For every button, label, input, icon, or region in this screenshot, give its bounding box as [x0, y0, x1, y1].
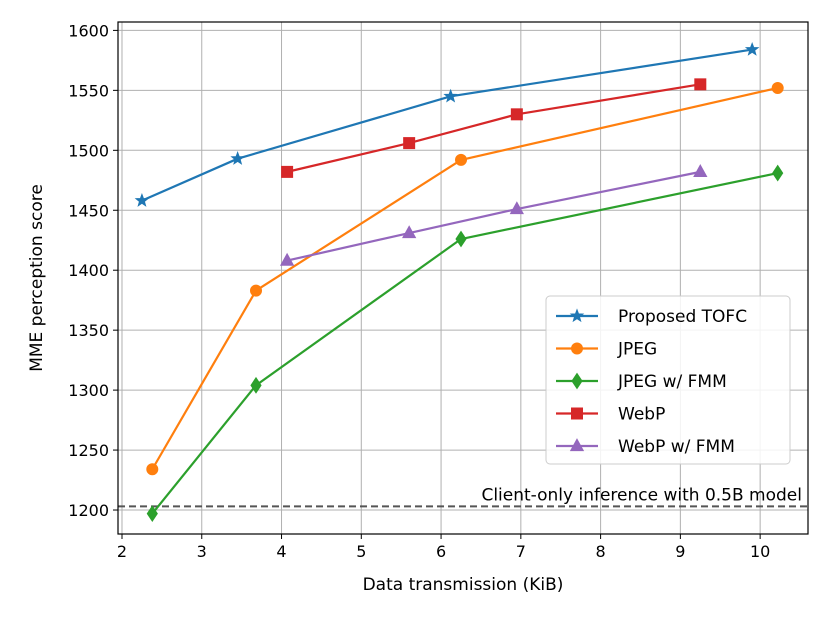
series-line-proposed-tofc [141, 48, 753, 202]
data-point-jpeg-2 [455, 153, 468, 166]
data-point-webp-w-fmm-0 [279, 252, 295, 266]
data-point-webp-1 [403, 137, 416, 150]
legend-item-webp: WebP [556, 405, 665, 425]
x-axis: 2 3 4 5 6 7 8 9 10 [117, 534, 770, 561]
legend-marker-webp [571, 407, 583, 420]
legend-label-proposed-tofc: Proposed TOFC [618, 307, 747, 327]
legend-label-jpeg: JPEG [617, 340, 657, 360]
legend-box [545, 295, 791, 465]
y-tick-label: 1250 [68, 441, 109, 460]
y-tick-label: 1400 [68, 261, 109, 280]
data-point-webp-2 [510, 108, 523, 121]
series-jpeg-w-fmm [146, 164, 784, 523]
legend-marker-jpeg-w-fmm [571, 372, 583, 390]
series-layer [134, 41, 784, 523]
data-point-jpeg-w-fmm-1 [250, 376, 262, 394]
legend-label-webp: WebP [618, 405, 665, 425]
data-point-proposed-tofc-1 [230, 151, 245, 165]
legend-label-webp-w-fmm: WebP w/ FMM [618, 437, 735, 457]
x-tick-label: 2 [117, 542, 127, 561]
x-tick-label: 4 [276, 542, 286, 561]
data-point-webp-w-fmm-3 [693, 164, 708, 177]
y-axis: 1200 1250 1300 1350 1400 1450 1500 1550 1600 [68, 21, 118, 520]
x-tick-label: 3 [197, 542, 207, 561]
y-tick-label: 1550 [68, 81, 109, 100]
x-tick-label: 5 [356, 542, 366, 561]
data-point-webp-w-fmm-2 [509, 201, 524, 215]
data-point-jpeg-w-fmm-2 [455, 230, 467, 248]
y-tick-label: 1300 [68, 381, 109, 400]
y-tick-label: 1200 [68, 501, 109, 520]
y-tick-label: 1450 [68, 201, 109, 220]
legend-label-jpeg-w-fmm: JPEG w/ FMM [617, 372, 727, 392]
legend-marker-proposed-tofc [569, 308, 585, 323]
y-tick-label: 1500 [68, 141, 109, 160]
series-webp [281, 78, 707, 178]
legend-item-jpeg-w-fmm: JPEG w/ FMM [556, 372, 727, 392]
data-point-proposed-tofc-0 [134, 193, 150, 207]
data-point-proposed-tofc-2 [443, 88, 458, 103]
y-tick-label: 1600 [68, 21, 109, 40]
series-line-jpeg [151, 86, 778, 470]
data-point-jpeg-0 [146, 463, 159, 476]
data-point-jpeg-w-fmm-0 [146, 505, 158, 523]
series-line-webp-w-fmm [286, 170, 701, 262]
data-point-jpeg-1 [250, 284, 262, 297]
legend-item-webp-w-fmm: WebP w/ FMM [556, 437, 735, 457]
y-axis-label: MME perception score [27, 184, 47, 372]
legend-marker-webp-w-fmm [569, 438, 585, 452]
x-tick-label: 7 [516, 542, 526, 561]
x-tick-label: 6 [436, 542, 446, 561]
x-tick-label: 9 [675, 542, 685, 561]
data-point-webp-3 [694, 78, 707, 91]
legend-item-jpeg: JPEG [556, 340, 657, 360]
x-axis-label: Data transmission (KiB) [363, 575, 564, 595]
legend: Proposed TOFC JPEG JPEG w/ FMM WebP WebP w/ … [545, 295, 791, 465]
data-point-webp-0 [281, 165, 294, 178]
series-webp-w-fmm [279, 164, 708, 266]
data-point-jpeg-3 [771, 81, 784, 94]
x-tick-label: 10 [750, 542, 770, 561]
reference-line-label: Client-only inference with 0.5B model [481, 485, 802, 505]
series-line-jpeg-w-fmm [151, 172, 778, 515]
data-point-webp-w-fmm-1 [402, 225, 417, 239]
data-point-proposed-tofc-3 [744, 41, 760, 56]
y-tick-label: 1350 [68, 321, 109, 340]
series-line-webp [286, 83, 701, 173]
legend-item-proposed-tofc: Proposed TOFC [556, 307, 747, 327]
x-tick-label: 8 [596, 542, 606, 561]
data-point-jpeg-w-fmm-3 [772, 164, 784, 182]
legend-marker-jpeg [571, 342, 583, 355]
series-proposed-tofc [134, 41, 760, 207]
plot-frame [117, 21, 809, 535]
series-jpeg [146, 81, 784, 476]
